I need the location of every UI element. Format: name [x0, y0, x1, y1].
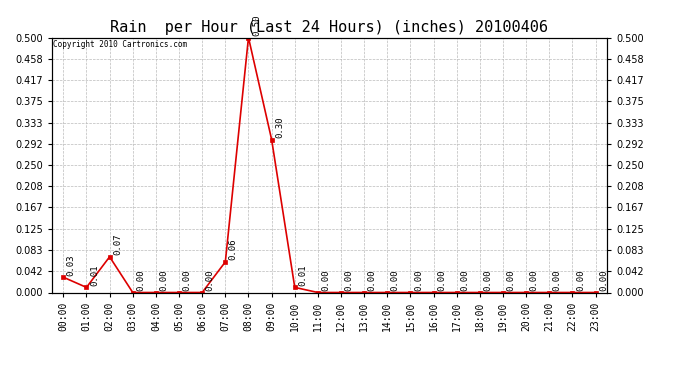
Text: 0.00: 0.00 — [460, 270, 469, 291]
Text: 0.30: 0.30 — [275, 117, 284, 138]
Text: 0.50: 0.50 — [252, 15, 261, 36]
Text: 0.00: 0.00 — [599, 270, 608, 291]
Text: 0.00: 0.00 — [437, 270, 446, 291]
Text: 0.00: 0.00 — [344, 270, 353, 291]
Text: 0.01: 0.01 — [90, 264, 99, 286]
Text: 0.00: 0.00 — [368, 270, 377, 291]
Text: 0.06: 0.06 — [229, 239, 238, 260]
Text: 0.00: 0.00 — [576, 270, 585, 291]
Text: Copyright 2010 Cartronics.com: Copyright 2010 Cartronics.com — [53, 40, 187, 49]
Text: 0.03: 0.03 — [67, 254, 76, 276]
Text: 0.00: 0.00 — [391, 270, 400, 291]
Text: 0.00: 0.00 — [530, 270, 539, 291]
Text: 0.00: 0.00 — [206, 270, 215, 291]
Text: 0.00: 0.00 — [322, 270, 331, 291]
Text: 0.00: 0.00 — [414, 270, 423, 291]
Text: 0.00: 0.00 — [553, 270, 562, 291]
Text: 0.00: 0.00 — [159, 270, 168, 291]
Title: Rain  per Hour (Last 24 Hours) (inches) 20100406: Rain per Hour (Last 24 Hours) (inches) 2… — [110, 20, 549, 35]
Text: 0.00: 0.00 — [136, 270, 145, 291]
Text: 0.00: 0.00 — [506, 270, 515, 291]
Text: 0.00: 0.00 — [484, 270, 493, 291]
Text: 0.07: 0.07 — [113, 234, 122, 255]
Text: 0.00: 0.00 — [183, 270, 192, 291]
Text: 0.01: 0.01 — [298, 264, 307, 286]
